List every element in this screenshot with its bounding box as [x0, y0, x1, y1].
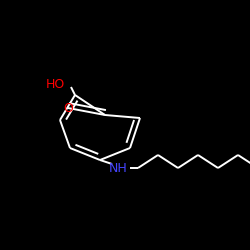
Text: O: O [63, 102, 73, 114]
Text: HO: HO [46, 78, 64, 92]
Text: NH: NH [108, 162, 128, 174]
